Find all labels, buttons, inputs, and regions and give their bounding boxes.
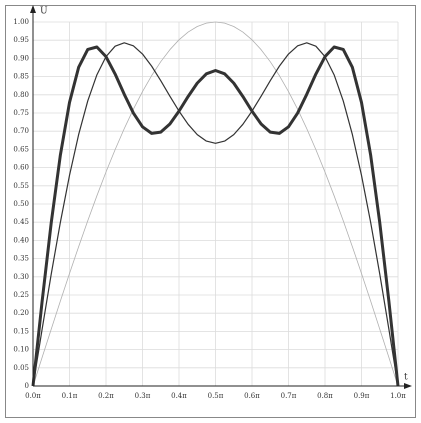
y-tick-label: 0.30 [13, 273, 29, 281]
y-tick-label: 1.00 [13, 18, 29, 26]
plot [31, 21, 400, 387]
y-tick-label: 0.20 [13, 309, 29, 317]
y-tick-label: 0.75 [13, 109, 29, 117]
x-tick-label: 0.4π [171, 392, 187, 400]
y-tick-label: 0.95 [13, 36, 29, 44]
x-tick-label: 0.6π [244, 392, 260, 400]
x-tick-label: 0.7π [281, 392, 297, 400]
x-tick-label: 0.5π [208, 392, 224, 400]
x-tick-label: 1.0π [390, 392, 406, 400]
y-tick-label: 0.70 [13, 127, 29, 135]
y-axis-label: U [40, 7, 48, 17]
y-tick-label: 0.55 [13, 182, 29, 190]
y-tick-label: 0.35 [13, 255, 29, 263]
x-arrow [404, 383, 412, 389]
x-axis-label: t [404, 373, 408, 383]
y-arrow [30, 5, 36, 13]
grid [32, 21, 399, 387]
y-tick-label: 0.80 [13, 91, 29, 99]
x-tick-label: 0.3π [135, 392, 151, 400]
y-tick-label: 0.15 [13, 327, 29, 335]
data-line [32, 21, 399, 387]
y-tick-label: 0.60 [13, 164, 29, 172]
y-tick-label: 0.65 [13, 145, 29, 153]
y-tick-label: 0.90 [13, 54, 29, 62]
y-tick-label: 0.05 [13, 364, 29, 372]
y-tick-label: 0.45 [13, 218, 29, 226]
y-tick-label: 0.50 [13, 200, 29, 208]
y-tick-label: 0.10 [13, 346, 29, 354]
y-tick-label: 0 [25, 382, 29, 390]
data-line [32, 42, 399, 387]
x-tick-label: 0.9π [354, 392, 370, 400]
y-tick-label: 0.85 [13, 73, 29, 81]
x-tick-label: 0.2π [98, 392, 114, 400]
data-line [31, 45, 400, 387]
y-tick-label: 0.25 [13, 291, 29, 299]
x-tick-label: 0.0π [25, 392, 41, 400]
frame [5, 5, 416, 418]
x-tick-label: 0.1π [62, 392, 78, 400]
y-tick-label: 0.40 [13, 236, 29, 244]
x-tick-label: 0.8π [317, 392, 333, 400]
